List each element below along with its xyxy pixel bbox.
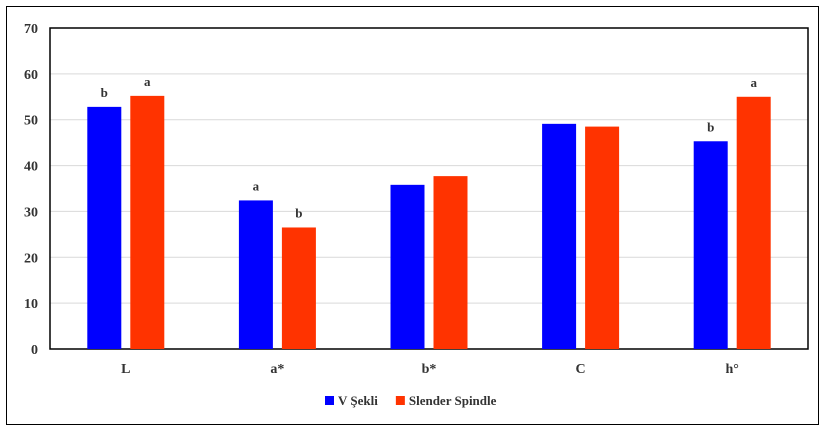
bar <box>736 96 771 350</box>
significance-label: a <box>144 74 151 89</box>
y-tick-label: 40 <box>24 160 38 175</box>
y-tick-label: 60 <box>24 68 38 83</box>
plot-area <box>49 27 809 350</box>
y-tick-label: 70 <box>24 22 38 37</box>
y-tick-label: 10 <box>24 297 38 312</box>
legend: V Şekli Slender Spindle <box>325 393 497 408</box>
significance-label: a <box>253 178 260 193</box>
legend-label: Slender Spindle <box>409 393 497 408</box>
y-axis: 0 10 20 30 40 50 60 70 <box>24 22 38 358</box>
bar <box>281 227 316 349</box>
gridlines <box>50 73 808 304</box>
bar <box>693 141 728 349</box>
bar <box>585 126 620 349</box>
significance-label: a <box>750 75 757 90</box>
bar <box>433 176 468 349</box>
x-tick-label: C <box>576 362 586 377</box>
bar <box>238 200 273 349</box>
legend-swatch <box>395 396 405 405</box>
x-tick-label: L <box>121 362 130 377</box>
x-tick-label: a* <box>270 362 284 377</box>
y-tick-label: 0 <box>31 343 38 358</box>
x-tick-label: h° <box>726 362 739 377</box>
bar <box>390 184 425 349</box>
y-tick-label: 50 <box>24 114 38 129</box>
bar <box>130 95 165 350</box>
bar <box>542 123 577 349</box>
x-tick-label: b* <box>422 362 437 377</box>
legend-swatch <box>325 396 334 405</box>
bars: b a a b b a <box>87 74 771 350</box>
significance-label: b <box>295 205 302 220</box>
y-tick-label: 30 <box>24 205 38 220</box>
bar <box>87 106 122 349</box>
y-tick-label: 20 <box>24 251 38 266</box>
significance-label: b <box>101 85 108 100</box>
significance-label: b <box>707 119 714 134</box>
legend-label: V Şekli <box>338 393 378 408</box>
